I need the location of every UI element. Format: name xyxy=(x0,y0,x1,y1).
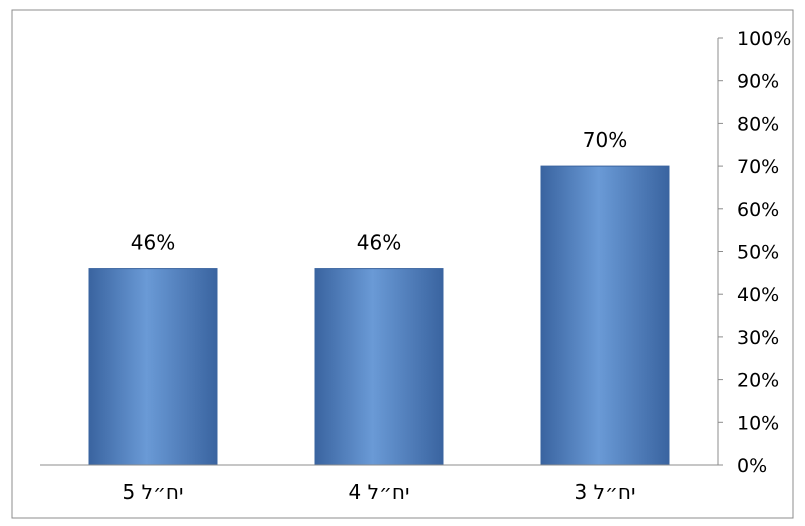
y-tick-label-5: 50% xyxy=(737,242,779,264)
y-tick-label-10: 100% xyxy=(737,28,791,50)
y-tick-label-2: 20% xyxy=(737,370,779,392)
y-tick-label-0: 0% xyxy=(737,455,767,477)
category-label-1: 5 יח״ל xyxy=(123,480,184,504)
data-label-1: 46% xyxy=(131,231,175,255)
y-tick-label-8: 80% xyxy=(737,113,779,135)
y-tick-label-1: 10% xyxy=(737,412,779,434)
y-tick-label-3: 30% xyxy=(737,327,779,349)
y-tick-label-6: 60% xyxy=(737,199,779,221)
data-label-2: 46% xyxy=(357,231,401,255)
category-label-3: 3 יח״ל xyxy=(575,480,636,504)
y-tick-label-4: 40% xyxy=(737,284,779,306)
bar-3 xyxy=(540,165,670,466)
y-tick-label-9: 90% xyxy=(737,71,779,93)
bar-1 xyxy=(88,268,218,466)
y-tick-label-7: 70% xyxy=(737,156,779,178)
bar-2 xyxy=(314,268,444,466)
data-label-3: 70% xyxy=(583,128,627,152)
chart-border xyxy=(11,9,794,519)
category-label-2: 4 יח״ל xyxy=(349,480,410,504)
